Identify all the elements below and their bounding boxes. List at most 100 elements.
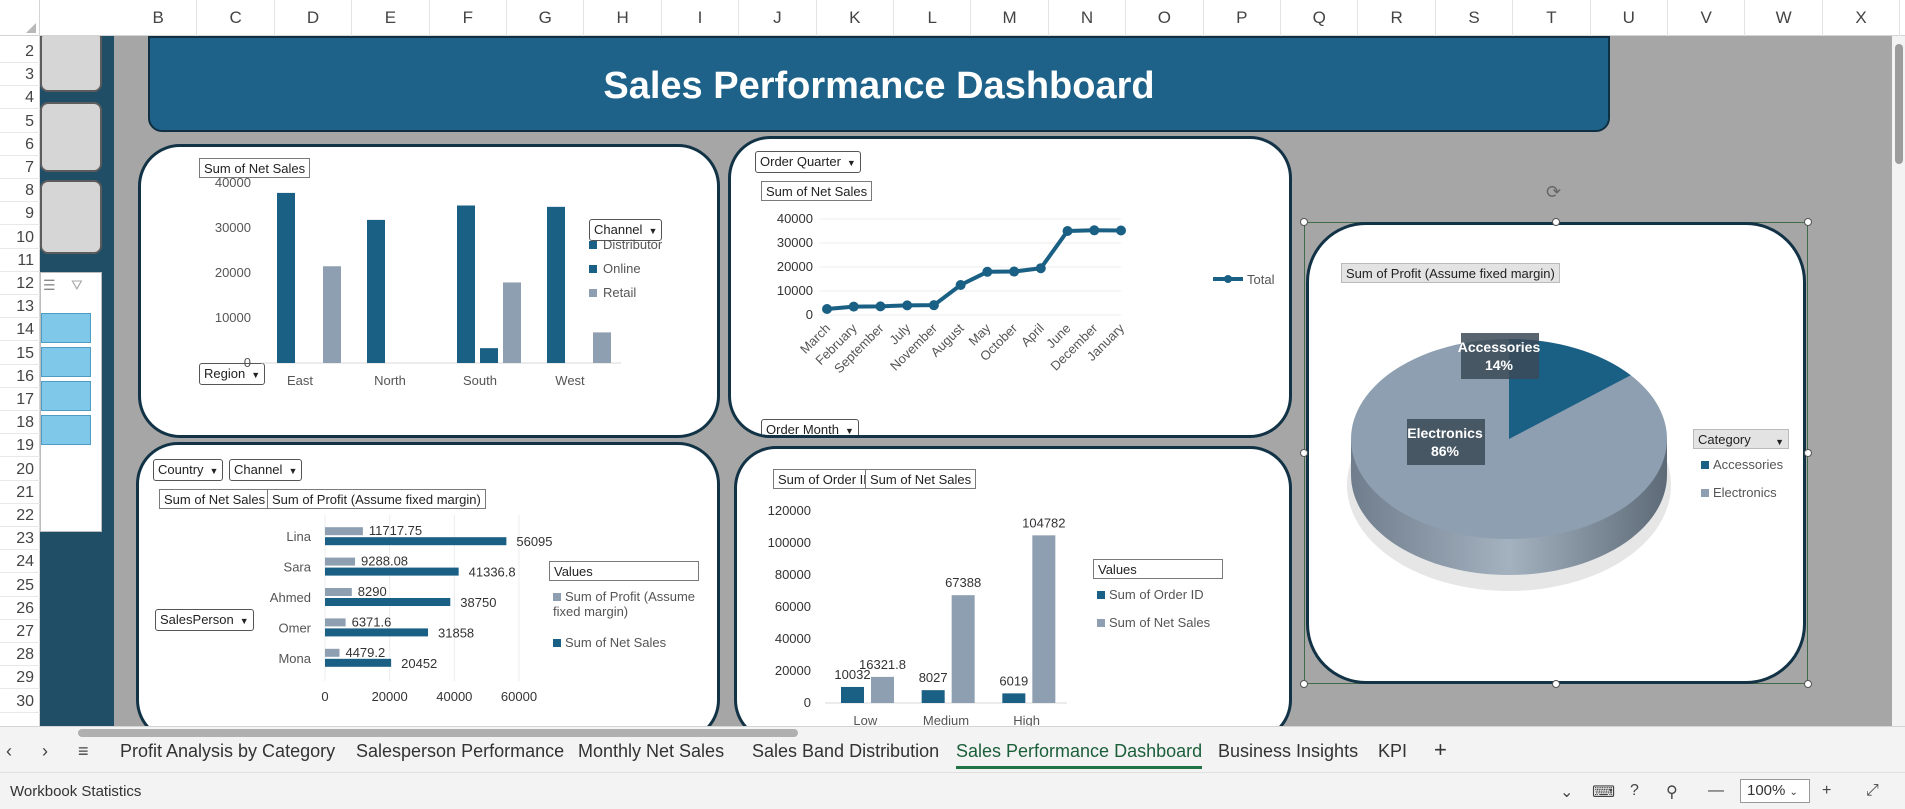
field-button-net-sales[interactable]: Sum of Net Sales (865, 469, 977, 489)
zoom-out-button[interactable]: — (1708, 782, 1724, 799)
row-header-cell[interactable]: 10 (0, 226, 40, 249)
fit-screen-icon[interactable]: ⤢ (1866, 782, 1879, 799)
slicer-item[interactable] (41, 347, 91, 377)
column-header-cell[interactable]: F (430, 0, 507, 36)
row-header-cell[interactable]: 20 (0, 458, 40, 481)
row-header-cell[interactable]: 5 (0, 110, 40, 133)
sheet-tab[interactable]: Profit Analysis by Category (120, 741, 336, 761)
chart-profit-category[interactable]: Sum of Profit (Assume fixed margin) Cate… (1306, 222, 1806, 684)
row-header-cell[interactable]: 28 (0, 643, 40, 667)
column-header-cell[interactable]: H (584, 0, 662, 36)
row-header-cell[interactable]: 30 (0, 690, 40, 713)
column-header-cell[interactable]: S (1436, 0, 1514, 36)
resize-handle[interactable] (1804, 218, 1812, 226)
chart-monthly-sales[interactable]: Order Quarter ▼ Sum of Net Sales Order Mo… (728, 136, 1292, 438)
row-header-cell[interactable]: 12 (0, 272, 40, 295)
next-sheet-icon[interactable]: › (42, 741, 48, 761)
column-header-cell[interactable]: B (120, 0, 198, 36)
row-header-cell[interactable]: 17 (0, 388, 40, 411)
all-sheets-menu-icon[interactable]: ≡ (78, 741, 89, 761)
keyboard-icon[interactable]: ⌨ (1592, 784, 1616, 801)
resize-handle[interactable] (1300, 680, 1308, 688)
clear-filter-icon[interactable]: ⛛ (71, 277, 83, 293)
field-button-profit[interactable]: Sum of Profit (Assume fixed margin) (267, 489, 486, 509)
column-header-cell[interactable]: J (739, 0, 817, 36)
column-header-cell[interactable]: P (1204, 0, 1281, 36)
region-filter-dropdown[interactable]: Region ▼ (199, 363, 266, 385)
sheet-tab[interactable]: Salesperson Performance (356, 741, 565, 761)
chevron-down-icon[interactable]: ⌄ (1560, 784, 1574, 801)
row-header-cell[interactable]: 14 (0, 318, 40, 342)
row-header-cell[interactable]: 26 (0, 597, 40, 620)
column-header-cell[interactable]: C (197, 0, 275, 36)
chart-region-sales[interactable]: Sum of Net Sales Region ▼ Channel ▼ 0 10000… (138, 144, 720, 438)
accessibility-icon[interactable]: ⚲ (1666, 784, 1678, 801)
order-quarter-dropdown[interactable]: Order Quarter ▼ (755, 151, 861, 173)
salesperson-filter-dropdown[interactable]: SalesPerson ▼ (155, 609, 254, 631)
country-filter-dropdown[interactable]: Country ▼ (153, 459, 224, 481)
field-button-order-id[interactable]: Sum of Order ID (773, 469, 878, 489)
row-header-cell[interactable]: 25 (0, 574, 40, 597)
row-header-cell[interactable]: 19 (0, 434, 40, 458)
resize-handle[interactable] (1552, 680, 1560, 688)
channel-filter-dropdown[interactable]: Channel ▼ (589, 219, 663, 241)
column-header-cell[interactable]: I (662, 0, 740, 36)
row-header-cell[interactable]: 23 (0, 527, 40, 551)
sheet-tab[interactable]: Monthly Net Sales (578, 741, 725, 761)
resize-handle[interactable] (1804, 680, 1812, 688)
column-header-cell[interactable]: Q (1281, 0, 1359, 36)
row-header-cell[interactable]: 24 (0, 550, 40, 574)
column-header-cell[interactable]: R (1358, 0, 1436, 36)
resize-handle[interactable] (1300, 449, 1308, 457)
column-header-cell[interactable]: E (352, 0, 430, 36)
slicer-button[interactable] (40, 36, 102, 92)
category-legend-dropdown[interactable]: Category ▼ (1693, 429, 1789, 449)
sheet-tab[interactable]: Sales Band Distribution (752, 741, 940, 761)
rotate-handle-icon[interactable]: ⟳ (1546, 182, 1562, 202)
column-header-cell[interactable]: W (1745, 0, 1823, 36)
zoom-in-button[interactable]: + (1822, 782, 1832, 799)
row-header-cell[interactable]: 21 (0, 481, 40, 504)
horizontal-scroll-thumb[interactable] (78, 729, 798, 737)
column-header-cell[interactable]: X (1823, 0, 1901, 36)
workbook-statistics[interactable]: Workbook Statistics (10, 783, 142, 800)
column-header-cell[interactable]: T (1513, 0, 1591, 36)
slicer-item[interactable] (41, 415, 91, 445)
slicer-button[interactable] (40, 102, 102, 172)
column-header-cell[interactable]: L (894, 0, 972, 36)
vertical-scrollbar[interactable] (1892, 36, 1905, 726)
slicer-item[interactable] (41, 313, 91, 343)
column-header-cell[interactable]: U (1591, 0, 1668, 36)
row-header-cell[interactable]: 6 (0, 133, 40, 156)
chart-salesperson[interactable]: Country ▼ Channel ▼ Sum of Net Sales Sum o… (136, 442, 720, 726)
row-header-cell[interactable]: 9 (0, 202, 40, 226)
resize-handle[interactable] (1804, 449, 1812, 457)
help-icon[interactable]: ? (1630, 782, 1639, 799)
row-header-cell[interactable]: 15 (0, 342, 40, 365)
slicer-button[interactable] (40, 180, 102, 254)
zoom-level-select[interactable]: 100% ⌄ (1740, 779, 1810, 803)
channel-filter-dropdown[interactable]: Channel ▼ (229, 459, 303, 481)
resize-handle[interactable] (1300, 218, 1308, 226)
slicer-item[interactable] (41, 381, 91, 411)
row-header-cell[interactable]: 2 (0, 40, 40, 63)
order-month-dropdown[interactable]: Order Month ▼ (761, 419, 859, 435)
column-header-cell[interactable]: D (275, 0, 353, 36)
column-header-cell[interactable]: K (817, 0, 894, 36)
vertical-scroll-thumb[interactable] (1895, 44, 1903, 164)
row-header-cell[interactable]: 8 (0, 179, 40, 203)
row-header-cell[interactable]: 29 (0, 666, 40, 690)
row-header-cell[interactable]: 18 (0, 411, 40, 435)
sheet-tab[interactable]: Business Insights (1218, 741, 1359, 761)
prev-sheet-icon[interactable]: ‹ (6, 741, 12, 761)
chart-sales-band[interactable]: Sum of Order ID Sum of Net Sales Values … (734, 446, 1292, 726)
multi-select-icon[interactable]: ☰ (43, 277, 56, 293)
field-button-net-sales[interactable]: Sum of Net Sales (199, 158, 311, 178)
column-header-cell[interactable]: V (1668, 0, 1746, 36)
row-header-cell[interactable]: 16 (0, 365, 40, 388)
column-header-cell[interactable]: M (971, 0, 1049, 36)
row-header-cell[interactable]: 3 (0, 63, 40, 87)
add-sheet-button[interactable]: + (1434, 737, 1447, 762)
resize-handle[interactable] (1552, 218, 1560, 226)
row-header-cell[interactable]: 7 (0, 156, 40, 179)
